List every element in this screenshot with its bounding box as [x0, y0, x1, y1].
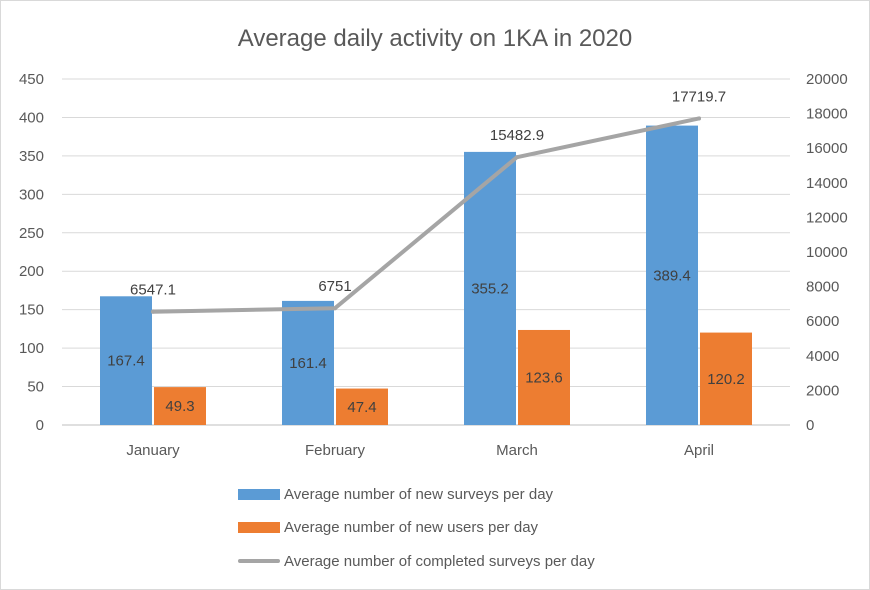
- left-axis-tick-label: 450: [19, 71, 44, 88]
- bar-new-users: [154, 387, 206, 425]
- line-point-completed-surveys: [515, 155, 519, 160]
- data-label-completed-surveys: 6751: [318, 278, 351, 295]
- data-label-completed-surveys: 15482.9: [490, 127, 544, 144]
- right-axis-ticks: 0 2000 4000 6000 8000 10000 12000 14000 16000 180…: [806, 71, 848, 434]
- legend-label-new-users: Average number of new users per day: [284, 519, 539, 536]
- legend-swatch-new-users: [238, 522, 280, 533]
- data-label-new-users: 123.6: [525, 369, 563, 386]
- right-axis-tick-label: 2000: [806, 382, 839, 399]
- right-axis-tick-label: 10000: [806, 244, 848, 261]
- bar-new-surveys: [464, 151, 516, 425]
- right-axis-tick-label: 20000: [806, 71, 848, 88]
- data-label-new-surveys: 167.4: [107, 353, 145, 370]
- legend-swatch-new-surveys: [238, 489, 280, 500]
- category-axis-labels: January February March April: [126, 442, 714, 459]
- legend-label-new-surveys: Average number of new surveys per day: [284, 486, 554, 503]
- line-point-completed-surveys: [697, 116, 701, 121]
- category-label: March: [496, 442, 538, 459]
- bar-new-surveys: [282, 300, 334, 425]
- data-label-new-surveys: 161.4: [289, 355, 327, 372]
- data-label-new-users: 120.2: [707, 371, 745, 388]
- bar-new-users: [700, 332, 752, 425]
- bar-new-users: [336, 388, 388, 425]
- left-axis-tick-label: 100: [19, 340, 44, 357]
- left-axis-tick-label: 150: [19, 302, 44, 319]
- right-axis-tick-label: 0: [806, 417, 814, 434]
- data-label-new-surveys: 389.4: [653, 267, 691, 284]
- line-point-completed-surveys: [151, 309, 155, 314]
- left-axis-tick-label: 300: [19, 186, 44, 203]
- right-axis-tick-label: 6000: [806, 313, 839, 330]
- data-label-completed-surveys: 17719.7: [672, 88, 726, 105]
- data-label-new-users: 47.4: [347, 399, 376, 416]
- right-axis-tick-label: 14000: [806, 175, 848, 192]
- right-axis-tick-label: 4000: [806, 348, 839, 365]
- category-label: April: [684, 442, 714, 459]
- left-axis-tick-label: 400: [19, 109, 44, 126]
- bar-new-users: [518, 329, 570, 425]
- category-label: February: [305, 442, 366, 459]
- bar-new-surveys: [646, 125, 698, 425]
- line-completed-surveys: [151, 116, 701, 314]
- legend-label-completed-surveys: Average number of completed surveys per …: [284, 553, 595, 570]
- category-label: January: [126, 442, 180, 459]
- data-label-new-surveys: 355.2: [471, 280, 509, 297]
- left-axis-tick-label: 250: [19, 225, 44, 242]
- bars-layer: 167.4 49.3 161.4 47.4 355.2 123.6 389.4 120.2: [100, 125, 752, 425]
- line-layer: 6547.1 6751 15482.9 17719.7: [130, 88, 726, 314]
- data-label-new-users: 49.3: [165, 398, 194, 415]
- right-axis-tick-label: 16000: [806, 140, 848, 157]
- left-axis-ticks: 0 50 100 150 200 250 300 350 400 450: [19, 71, 44, 434]
- data-label-completed-surveys: 6547.1: [130, 282, 176, 299]
- legend: Average number of new surveys per day Ave…: [238, 486, 595, 570]
- right-axis-tick-label: 8000: [806, 279, 839, 296]
- left-axis-tick-label: 0: [36, 417, 44, 434]
- right-axis-tick-label: 18000: [806, 106, 848, 123]
- left-axis-tick-label: 350: [19, 148, 44, 165]
- right-axis-tick-label: 12000: [806, 209, 848, 226]
- left-axis-tick-label: 200: [19, 263, 44, 280]
- bar-new-surveys: [100, 296, 152, 425]
- line-point-completed-surveys: [333, 306, 337, 311]
- left-axis-tick-label: 50: [27, 379, 44, 396]
- chart-title: Average daily activity on 1KA in 2020: [238, 25, 632, 52]
